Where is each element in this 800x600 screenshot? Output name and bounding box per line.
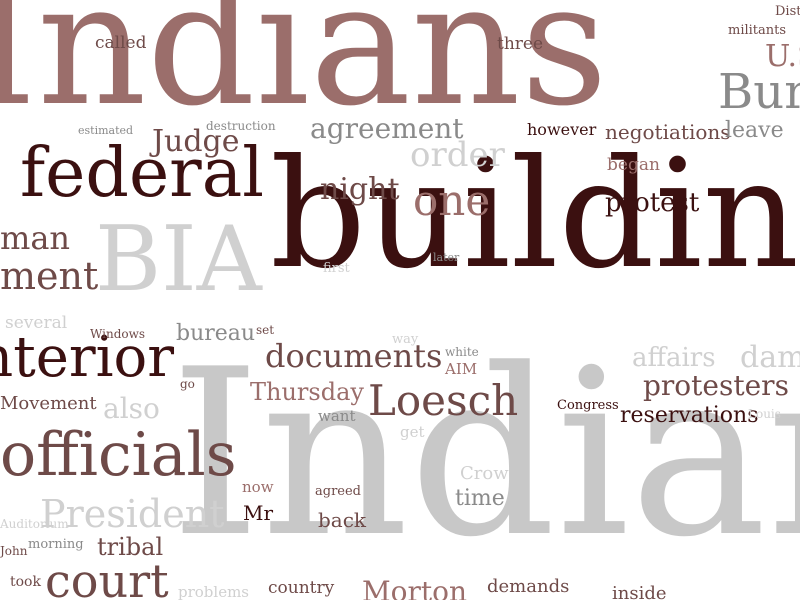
- word-us: U.S.: [765, 39, 800, 74]
- word-several: several: [5, 313, 68, 333]
- word-estimated: estimated: [78, 124, 134, 137]
- word-also: also: [103, 392, 160, 425]
- word-documents: documents: [265, 337, 443, 375]
- word-order: order: [410, 135, 505, 175]
- word-judge: Judge: [152, 124, 240, 159]
- word-protesters: protesters: [643, 369, 789, 402]
- word-want: want: [318, 407, 356, 425]
- word-interior: Interior: [0, 325, 174, 390]
- word-crow: Crow: [460, 463, 509, 484]
- word-reservations: reservations: [620, 403, 759, 428]
- word-thursday: Thursday: [250, 378, 364, 406]
- word-time: time: [455, 486, 505, 511]
- word-congress: Congress: [557, 398, 619, 413]
- word-movement: Movement: [0, 393, 97, 414]
- word-problems: problems: [178, 583, 250, 600]
- word-bureau: bureau: [176, 321, 256, 346]
- word-however: however: [527, 120, 597, 139]
- word-aim: AIM: [445, 360, 478, 378]
- word-demands: demands: [487, 576, 570, 597]
- word-leave: leave: [725, 118, 784, 143]
- word-indians: Indians: [0, 0, 608, 144]
- word-ment: ment: [0, 254, 99, 298]
- word-one: one: [413, 176, 491, 225]
- word-windows: Windows: [90, 327, 146, 341]
- word-three: three: [497, 34, 544, 54]
- word-officials: officials: [0, 420, 237, 490]
- word-white: white: [445, 345, 479, 359]
- word-get: get: [400, 423, 425, 441]
- word-president: President: [40, 492, 225, 536]
- word-bureau-large: Bureau: [718, 64, 800, 120]
- word-back: back: [318, 508, 367, 532]
- word-protest: protest: [605, 188, 700, 218]
- word-called: called: [95, 33, 147, 53]
- word-set: set: [256, 323, 275, 337]
- word-morning: morning: [28, 537, 84, 552]
- word-federal: federal: [20, 134, 264, 213]
- word-district: District: [775, 4, 800, 19]
- word-later: later: [433, 251, 460, 264]
- word-now: now: [242, 478, 274, 496]
- word-man: man: [0, 219, 71, 257]
- word-morton: Morton: [362, 575, 468, 600]
- word-tribal: tribal: [97, 533, 164, 561]
- word-began: began: [607, 155, 660, 175]
- word-indian: Indian: [170, 321, 800, 588]
- word-loesch: Loesch: [368, 376, 519, 425]
- word-destruction: destruction: [206, 119, 276, 133]
- word-militants: militants: [728, 23, 787, 38]
- word-agreement: agreement: [310, 112, 464, 145]
- word-way: way: [392, 332, 419, 347]
- word-bia: BIA: [95, 207, 262, 312]
- word-first: first: [323, 261, 350, 276]
- word-buildings: buildings: [270, 128, 800, 302]
- word-john: John: [0, 544, 28, 558]
- word-mr: Mr: [243, 501, 274, 525]
- word-agreed: agreed: [315, 484, 361, 499]
- word-auditorium: Auditorium: [0, 517, 69, 531]
- word-go: go: [180, 377, 195, 391]
- word-affairs: affairs: [632, 343, 716, 373]
- word-louis: Louis: [748, 407, 781, 421]
- word-negotiations: negotiations: [605, 120, 731, 144]
- word-night: night: [320, 172, 400, 207]
- word-inside: inside: [612, 583, 667, 600]
- word-took: took: [10, 574, 41, 590]
- word-court: court: [45, 554, 169, 600]
- word-damage: damage: [740, 340, 800, 375]
- word-country: country: [268, 578, 335, 598]
